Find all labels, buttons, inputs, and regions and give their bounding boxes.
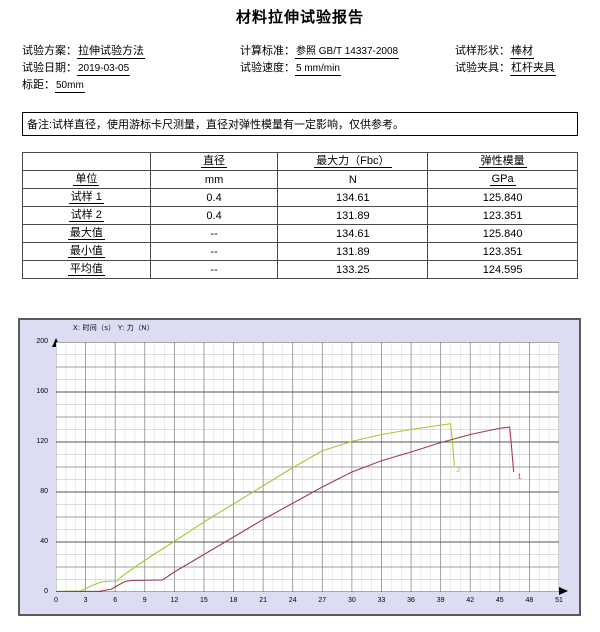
x-axis-tick-label: 12 <box>170 597 179 604</box>
meta-label: 标距： <box>22 79 55 91</box>
x-axis-tick-label: 42 <box>466 597 475 604</box>
y-axis-tick-label: 0 <box>44 588 48 595</box>
meta-label: 计算标准： <box>240 45 295 57</box>
row-label: 最大值 <box>22 224 151 243</box>
x-axis-tick-label: 51 <box>555 597 563 604</box>
meta-field-test-plan: 试验方案： 拉伸试验方法 <box>22 42 240 59</box>
units-cell-modulus: GPa <box>427 170 578 189</box>
meta-value: 杠杆夹具 <box>510 62 556 76</box>
x-axis-tick-label: 6 <box>113 597 118 604</box>
meta-field-test-speed: 试验速度： 5 mm/min <box>240 59 455 76</box>
chart-series-label: 1 <box>518 473 522 480</box>
cell-modulus: 123.351 <box>427 206 578 225</box>
x-axis-tick-label: 27 <box>318 597 327 604</box>
x-axis-tick-label: 0 <box>54 597 58 604</box>
x-axis-arrow-icon <box>559 587 568 595</box>
cell-diameter: -- <box>149 260 279 279</box>
meta-field-standard: 计算标准： 参照 GB/T 14337-2008 <box>240 42 455 59</box>
x-axis-tick-label: 48 <box>525 597 534 604</box>
table-row: 最小值 -- 131.89 123.351 <box>22 242 578 261</box>
cell-max-force: 131.89 <box>277 206 429 225</box>
meta-label: 试样形状： <box>455 45 510 57</box>
results-table: 直径 最大力（Fbc） 弹性模量 单位 mm N GPa 试样 1 0.4 13… <box>22 152 578 279</box>
meta-row: 试验方案： 拉伸试验方法 计算标准： 参照 GB/T 14337-2008 试样… <box>22 42 582 59</box>
y-axis-tick-label: 40 <box>40 538 48 545</box>
cell-max-force: 134.61 <box>277 224 429 243</box>
x-axis-tick-label: 3 <box>83 597 88 604</box>
cell-max-force: 131.89 <box>277 242 429 261</box>
page-title: 材料拉伸试验报告 <box>235 9 364 26</box>
table-row: 试样 2 0.4 131.89 123.351 <box>22 206 578 225</box>
meta-value: 5 mm/min <box>295 63 341 76</box>
table-row: 最大值 -- 134.61 125.840 <box>22 224 578 243</box>
x-axis-tick-label: 30 <box>347 597 356 604</box>
meta-value: 参照 GB/T 14337-2008 <box>295 46 400 59</box>
cell-modulus: 125.840 <box>427 188 578 207</box>
chart-axis-note: X: 时间（s） Y: 力（N） <box>73 325 155 332</box>
y-axis-tick-label: 80 <box>40 488 48 495</box>
row-label: 试样 1 <box>22 188 151 207</box>
table-row: 试样 1 0.4 134.61 125.840 <box>22 188 578 207</box>
cell-max-force: 133.25 <box>277 260 429 279</box>
x-axis-tick-label: 18 <box>229 597 238 604</box>
remark-text: 备注:试样直径，使用游标卡尺测量，直径对弹性模量有一定影响，仅供参考。 <box>27 119 405 131</box>
x-axis-tick-label: 33 <box>377 597 386 604</box>
test-meta-block: 试验方案： 拉伸试验方法 计算标准： 参照 GB/T 14337-2008 试样… <box>22 42 582 93</box>
meta-field-gauge-length: 标距： 50mm <box>22 76 240 93</box>
meta-label: 试验速度： <box>240 62 295 74</box>
x-axis-tick-label: 24 <box>288 597 297 604</box>
cell-modulus: 123.351 <box>427 242 578 261</box>
meta-field-fixture: 试验夹具： 杠杆夹具 <box>455 59 556 76</box>
cell-diameter: 0.4 <box>149 188 279 207</box>
header-cell-diameter: 直径 <box>149 152 279 171</box>
table-units-row: 单位 mm N GPa <box>22 170 578 189</box>
meta-value: 50mm <box>55 80 85 93</box>
chart-series-label: 2 <box>456 467 460 474</box>
y-axis-tick-label: 120 <box>36 438 48 445</box>
cell-max-force: 134.61 <box>277 188 429 207</box>
header-cell-empty <box>22 152 151 171</box>
units-cell-diameter: mm <box>149 170 279 189</box>
cell-diameter: 0.4 <box>149 206 279 225</box>
table-header-row: 直径 最大力（Fbc） 弹性模量 <box>22 152 578 171</box>
table-row: 平均值 -- 133.25 124.595 <box>22 260 578 279</box>
x-axis-tick-label: 15 <box>200 597 208 604</box>
y-axis-tick-label: 200 <box>36 338 48 345</box>
units-cell-label: 单位 <box>22 170 151 189</box>
cell-diameter: -- <box>149 242 279 261</box>
units-cell-max-force: N <box>277 170 429 189</box>
meta-row: 标距： 50mm <box>22 76 582 93</box>
results-table-wrapper: 直径 最大力（Fbc） 弹性模量 单位 mm N GPa 试样 1 0.4 13… <box>22 152 578 279</box>
meta-field-specimen-shape: 试样形状： 棒材 <box>455 42 534 59</box>
y-axis-tick-label: 160 <box>36 388 48 395</box>
x-axis-tick-label: 21 <box>259 597 267 604</box>
chart-series-1 <box>56 426 515 592</box>
x-axis-tick-label: 36 <box>407 597 415 604</box>
meta-field-test-date: 试验日期： 2019-03-05 <box>22 59 240 76</box>
x-axis-tick-label: 9 <box>142 597 147 604</box>
meta-value: 2019-03-05 <box>77 63 131 76</box>
meta-value: 棒材 <box>510 45 534 59</box>
cell-modulus: 124.595 <box>427 260 578 279</box>
meta-label: 试验日期： <box>22 62 77 74</box>
x-axis-tick-label: 45 <box>495 597 504 604</box>
remark-box: 备注:试样直径，使用游标卡尺测量，直径对弹性模量有一定影响，仅供参考。 <box>22 112 578 136</box>
row-label: 平均值 <box>22 260 151 279</box>
meta-label: 试验方案： <box>22 45 77 57</box>
meta-row: 试验日期： 2019-03-05 试验速度： 5 mm/min 试验夹具： 杠杆… <box>22 59 582 76</box>
chart-series-2 <box>56 423 455 592</box>
row-label: 最小值 <box>22 242 151 261</box>
row-label: 试样 2 <box>22 206 151 225</box>
header-cell-max-force: 最大力（Fbc） <box>277 152 429 171</box>
meta-value: 拉伸试验方法 <box>77 45 145 59</box>
header-cell-modulus: 弹性模量 <box>427 152 578 171</box>
cell-diameter: -- <box>149 224 279 243</box>
cell-modulus: 125.840 <box>427 224 578 243</box>
meta-label: 试验夹具： <box>455 62 510 74</box>
x-axis-tick-label: 39 <box>436 597 445 604</box>
